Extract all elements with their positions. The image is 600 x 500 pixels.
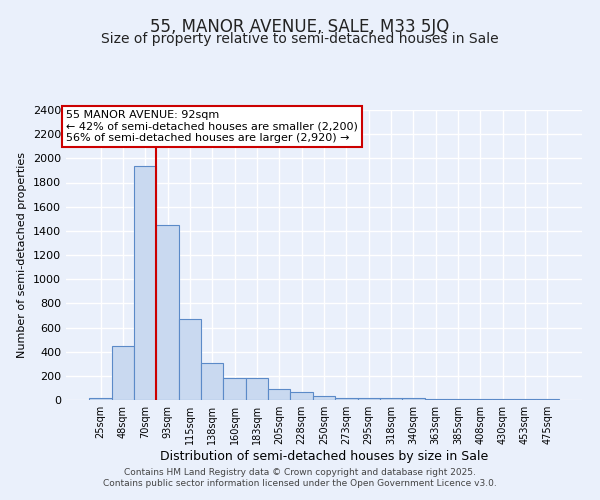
Text: 55, MANOR AVENUE, SALE, M33 5JQ: 55, MANOR AVENUE, SALE, M33 5JQ [151, 18, 449, 36]
Bar [246, 378, 268, 400]
Text: Contains HM Land Registry data © Crown copyright and database right 2025.
Contai: Contains HM Land Registry data © Crown c… [103, 468, 497, 487]
Bar [402, 398, 425, 400]
Text: 55 MANOR AVENUE: 92sqm
← 42% of semi-detached houses are smaller (2,200)
56% of : 55 MANOR AVENUE: 92sqm ← 42% of semi-det… [66, 110, 358, 143]
Bar [268, 388, 290, 400]
Bar [157, 225, 179, 400]
Bar [380, 398, 402, 400]
Bar [201, 362, 223, 400]
Bar [313, 396, 335, 400]
Bar [223, 378, 246, 400]
Bar [358, 398, 380, 400]
Bar [134, 166, 157, 400]
Bar [290, 392, 313, 400]
Y-axis label: Number of semi-detached properties: Number of semi-detached properties [17, 152, 28, 358]
Bar [179, 319, 201, 400]
Bar [112, 346, 134, 400]
X-axis label: Distribution of semi-detached houses by size in Sale: Distribution of semi-detached houses by … [160, 450, 488, 463]
Text: Size of property relative to semi-detached houses in Sale: Size of property relative to semi-detach… [101, 32, 499, 46]
Bar [335, 398, 358, 400]
Bar [89, 398, 112, 400]
